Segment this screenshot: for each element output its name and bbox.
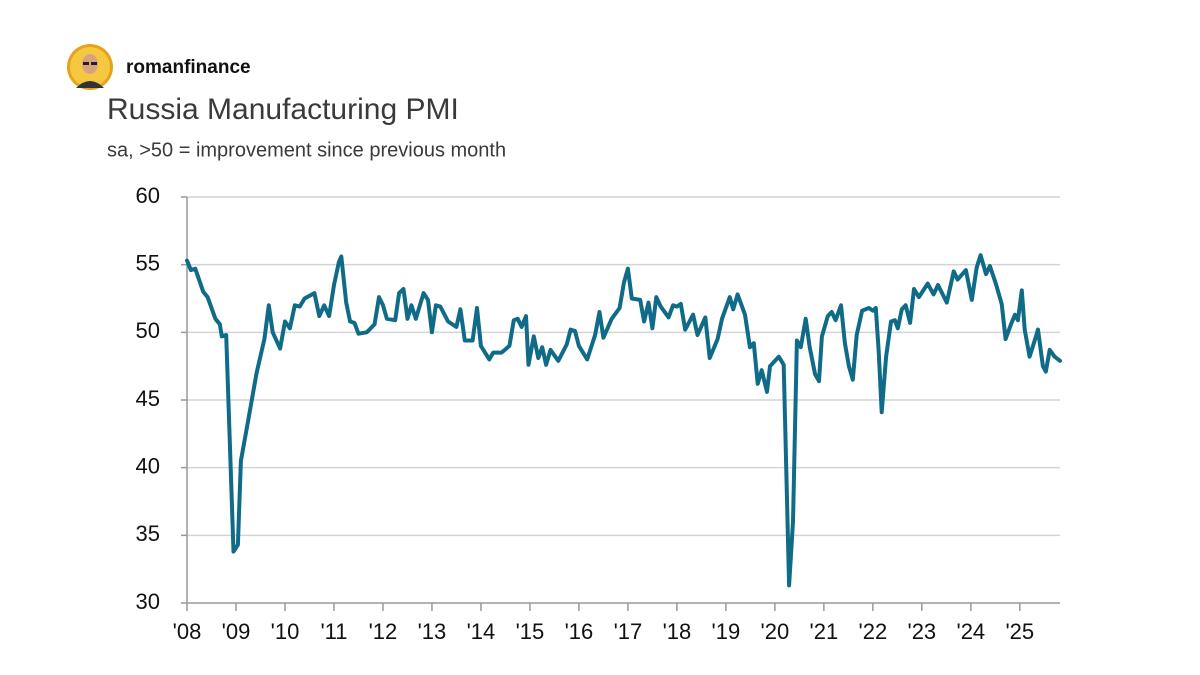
- y-tick-label: 45: [136, 386, 160, 411]
- x-tick-label: '12: [369, 619, 398, 644]
- x-tick-label: '10: [271, 619, 300, 644]
- x-tick-label: '25: [1005, 619, 1034, 644]
- y-tick-label: 30: [136, 589, 160, 614]
- x-tick-label: '09: [222, 619, 251, 644]
- chart-subtitle: sa, >50 = improvement since previous mon…: [107, 139, 506, 161]
- x-tick-label: '21: [810, 619, 839, 644]
- x-tick-label: '13: [418, 619, 447, 644]
- x-tick-label: '22: [859, 619, 888, 644]
- x-tick-label: '24: [957, 619, 986, 644]
- x-tick-label: '14: [467, 619, 496, 644]
- x-tick-label: '20: [761, 619, 790, 644]
- x-tick-label: '15: [516, 619, 545, 644]
- y-tick-label: 35: [136, 521, 160, 546]
- chart-title: Russia Manufacturing PMI: [107, 93, 459, 126]
- y-tick-label: 55: [136, 250, 160, 275]
- y-tick-label: 60: [136, 183, 160, 208]
- x-tick-label: '18: [663, 619, 692, 644]
- x-tick-label: '16: [565, 619, 594, 644]
- x-tick-label: '08: [173, 619, 202, 644]
- pmi-line: [185, 253, 1062, 588]
- x-tick-label: '23: [908, 619, 937, 644]
- x-tick-label: '11: [320, 619, 347, 644]
- avatar: [67, 44, 113, 90]
- author: romanfinance: [126, 57, 251, 78]
- y-tick-label: 50: [136, 318, 160, 343]
- y-tick-label: 40: [136, 453, 160, 478]
- x-tick-label: '17: [614, 619, 643, 644]
- x-tick-label: '19: [712, 619, 741, 644]
